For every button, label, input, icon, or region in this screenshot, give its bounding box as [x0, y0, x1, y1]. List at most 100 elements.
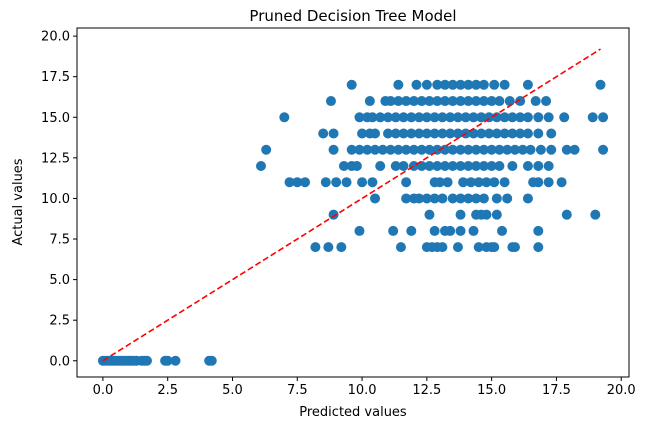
data-point	[354, 225, 365, 236]
data-point	[421, 193, 432, 204]
data-point	[440, 160, 450, 171]
data-point	[437, 193, 448, 204]
data-point	[370, 193, 381, 204]
data-point	[447, 79, 458, 90]
data-point	[476, 128, 487, 139]
data-point	[447, 160, 458, 171]
data-point	[471, 79, 482, 90]
reference-line	[102, 48, 601, 362]
data-point	[455, 144, 466, 155]
data-point	[486, 144, 497, 155]
data-point	[494, 160, 505, 171]
data-point	[385, 144, 396, 155]
data-point	[561, 209, 572, 220]
data-point	[429, 128, 440, 139]
data-point	[424, 209, 435, 220]
data-points	[97, 79, 609, 366]
data-point	[473, 177, 484, 188]
data-point	[300, 177, 311, 188]
y-tick-label: 2.5	[49, 314, 70, 329]
data-point	[522, 160, 533, 171]
data-point	[489, 177, 500, 188]
data-point	[559, 112, 570, 123]
data-point	[429, 225, 440, 236]
data-point	[424, 144, 435, 155]
data-point	[367, 112, 378, 123]
data-point	[546, 128, 557, 139]
data-point	[522, 79, 533, 90]
data-point	[455, 193, 466, 204]
data-point	[393, 96, 404, 107]
y-tick-label: 7.5	[49, 233, 70, 248]
data-point	[424, 96, 435, 107]
data-point	[452, 128, 463, 139]
data-point	[429, 193, 440, 204]
data-point	[170, 355, 181, 366]
x-tick-label: 5.0	[222, 383, 243, 398]
data-point	[502, 193, 513, 204]
data-point	[504, 96, 515, 107]
data-point	[284, 177, 295, 188]
data-point	[530, 96, 541, 107]
y-axis-label: Actual values	[11, 158, 26, 245]
data-point	[432, 96, 443, 107]
data-point	[346, 144, 357, 155]
data-point	[478, 96, 489, 107]
data-point	[341, 177, 352, 188]
data-point	[390, 128, 401, 139]
data-point	[398, 160, 409, 171]
data-point	[481, 209, 492, 220]
data-point	[522, 193, 533, 204]
data-point	[320, 177, 331, 188]
data-point	[328, 144, 339, 155]
data-point	[471, 96, 482, 107]
data-point	[541, 96, 552, 107]
data-point	[533, 128, 544, 139]
data-point	[507, 128, 518, 139]
data-point	[499, 177, 510, 188]
data-point	[452, 112, 463, 123]
data-point	[491, 209, 502, 220]
data-point	[590, 209, 601, 220]
data-point	[455, 225, 466, 236]
data-point	[447, 144, 458, 155]
data-point	[473, 242, 484, 253]
data-point	[463, 96, 474, 107]
data-point	[354, 112, 365, 123]
data-point	[447, 96, 458, 107]
data-point	[351, 160, 362, 171]
data-point	[408, 96, 419, 107]
data-point	[533, 112, 544, 123]
data-point	[543, 160, 554, 171]
data-point	[489, 79, 500, 90]
data-point	[507, 112, 518, 123]
data-point	[478, 144, 489, 155]
data-point	[452, 242, 463, 253]
data-point	[522, 128, 533, 139]
data-point	[533, 225, 544, 236]
data-point	[587, 112, 598, 123]
data-point	[382, 112, 393, 123]
data-point	[421, 128, 432, 139]
data-point	[336, 242, 347, 253]
x-axis-ticks: 0.0 2.5 5.0 7.5 10.0 12.5 15.0 17.5 20.0	[93, 377, 636, 398]
x-tick-label: 7.5	[287, 383, 308, 398]
data-point	[440, 96, 450, 107]
data-point	[328, 209, 339, 220]
data-point	[471, 160, 482, 171]
data-point	[414, 128, 425, 139]
data-point	[411, 79, 422, 90]
data-point	[468, 112, 479, 123]
data-point	[406, 225, 417, 236]
data-point	[401, 177, 412, 188]
data-point	[401, 144, 412, 155]
data-point	[478, 160, 489, 171]
data-point	[460, 112, 471, 123]
data-point	[390, 160, 401, 171]
x-tick-label: 20.0	[607, 383, 636, 398]
data-point	[515, 112, 526, 123]
data-point	[328, 128, 339, 139]
data-point	[476, 112, 487, 123]
data-point	[561, 144, 572, 155]
